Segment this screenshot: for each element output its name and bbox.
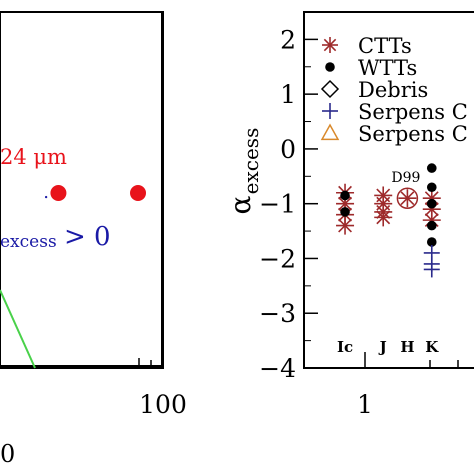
right-y-tick-label: −2	[259, 244, 296, 273]
right-data-points	[336, 163, 441, 278]
right-y-tick-label: 1	[280, 80, 296, 109]
ctts-marker	[322, 37, 338, 53]
right-y-axis-title-sub: excess	[239, 128, 263, 195]
left-x-tick-label: 100	[139, 390, 187, 419]
serpens-plus-marker	[423, 261, 440, 278]
legend-label: Debris	[358, 78, 428, 102]
ctts-marker	[374, 208, 393, 227]
legend-label: CTTs	[358, 34, 412, 58]
band-label: Ic	[337, 338, 353, 356]
alpha-excess-label: excess	[0, 232, 57, 252]
wtts-marker	[426, 220, 437, 231]
left-chart-panel: . 24 μm excess > 0 100 0	[0, 11, 187, 468]
left-x-bottom-glyph: 0	[0, 440, 15, 468]
wtts-marker	[325, 62, 335, 72]
debris-marker	[320, 79, 340, 99]
band-label: H	[400, 338, 414, 356]
alpha-excess-relation: > 0	[64, 222, 111, 252]
ctts-marker-stroke	[400, 191, 415, 206]
ctts-marker	[336, 216, 355, 235]
left-guide-line	[0, 289, 36, 369]
right-x-tick-label: 1	[357, 390, 373, 419]
wtts-marker	[426, 163, 437, 173]
right-plot-frame	[303, 11, 474, 369]
right-y-tick-label: −3	[259, 299, 296, 328]
ctts-marker-stroke	[338, 218, 352, 233]
serpens-plus-marker	[322, 103, 338, 119]
wtts-marker	[426, 182, 437, 193]
right-y-axis-title-main: α	[224, 195, 257, 214]
wtts-marker	[426, 198, 437, 209]
wtts-marker	[340, 190, 350, 201]
legend-label: WTTs	[358, 56, 417, 80]
right-y-tick-label: −4	[259, 354, 296, 383]
right-chart-panel: 210−1−2−3−4 1 α excess CTTsWTTsDebrisSer…	[224, 11, 474, 419]
right-y-axis-title: α excess	[224, 128, 263, 215]
right-y-tick-label: −1	[259, 190, 296, 219]
right-y-tick-label: 2	[280, 25, 296, 54]
d99-label: D99	[391, 170, 420, 186]
legend-label: Serpens C	[358, 100, 468, 124]
wavelength-label: 24 μm	[0, 145, 67, 169]
ctts-marker-stroke	[323, 38, 337, 52]
serpens-triangle-marker	[320, 123, 340, 141]
band-labels: Ic J H K	[337, 338, 439, 356]
ctts-marker-stroke	[338, 196, 352, 211]
wtts-marker	[426, 237, 437, 247]
wtts-marker	[340, 207, 350, 217]
ctts-marker	[398, 189, 417, 208]
right-y-tick-label: 0	[280, 135, 296, 164]
d99-highlight-circle	[396, 187, 419, 209]
red-data-point	[130, 185, 147, 201]
legend-label: Serpens C	[358, 122, 468, 146]
band-label: K	[425, 338, 439, 356]
red-data-point	[50, 185, 67, 201]
alpha-point-marker: .	[43, 182, 49, 203]
band-label: J	[378, 338, 387, 356]
ctts-marker-stroke	[376, 210, 391, 225]
